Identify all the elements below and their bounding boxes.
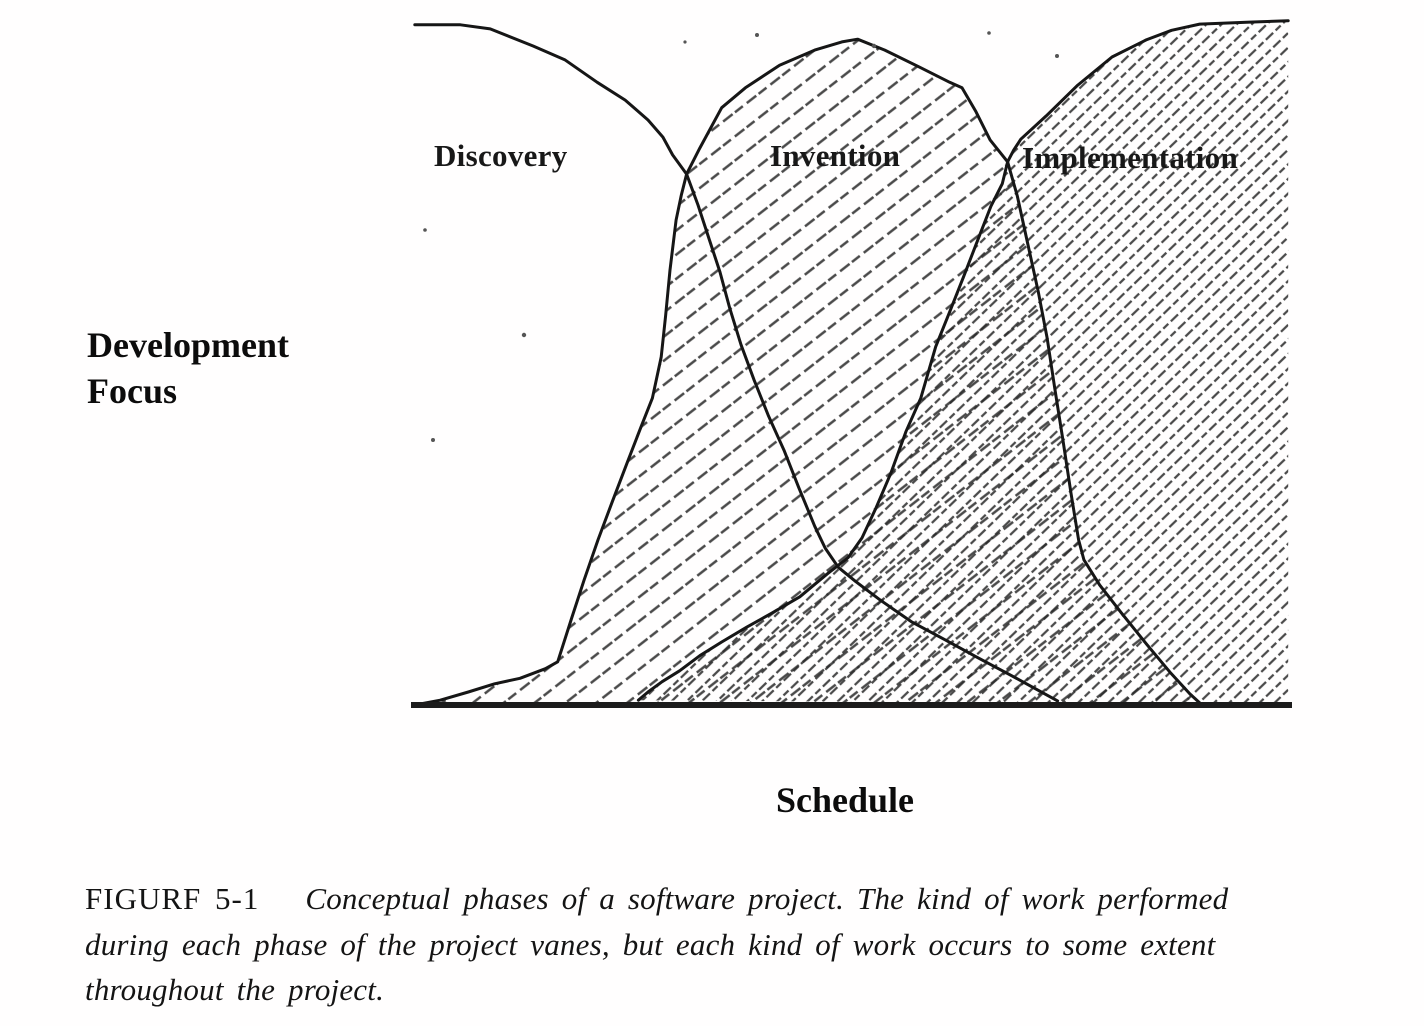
implementation-curve xyxy=(636,19,1290,702)
implementation-label: Implementation xyxy=(1022,140,1239,175)
figure-caption: FIGURF 5-1 Conceptual phases of a softwar… xyxy=(85,876,1375,1013)
y-axis-label-line2: Focus xyxy=(87,371,177,412)
figure-number: FIGURF 5-1 xyxy=(85,881,260,916)
caption-text-1: Conceptual phases of a software project.… xyxy=(305,881,1229,916)
implementation-area xyxy=(638,20,1289,705)
invention-curve xyxy=(413,37,1202,707)
caption-line-3: throughout the project. xyxy=(85,972,385,1008)
caption-line-2: during each phase of the project vanes, … xyxy=(85,926,1216,962)
x-axis-label: Schedule xyxy=(775,780,915,820)
discovery-curve xyxy=(413,23,1060,703)
y-axis-label: Development Focus xyxy=(87,322,289,414)
x-axis-baseline xyxy=(411,702,1292,708)
caption-line-1: FIGURF 5-1 Conceptual phases of a softwar… xyxy=(85,876,1375,922)
scan-speckles xyxy=(423,31,1059,442)
y-axis-label-line1: Development xyxy=(87,325,289,365)
discovery-label: Discovery xyxy=(434,138,568,173)
invention-label: Invention xyxy=(770,138,901,173)
